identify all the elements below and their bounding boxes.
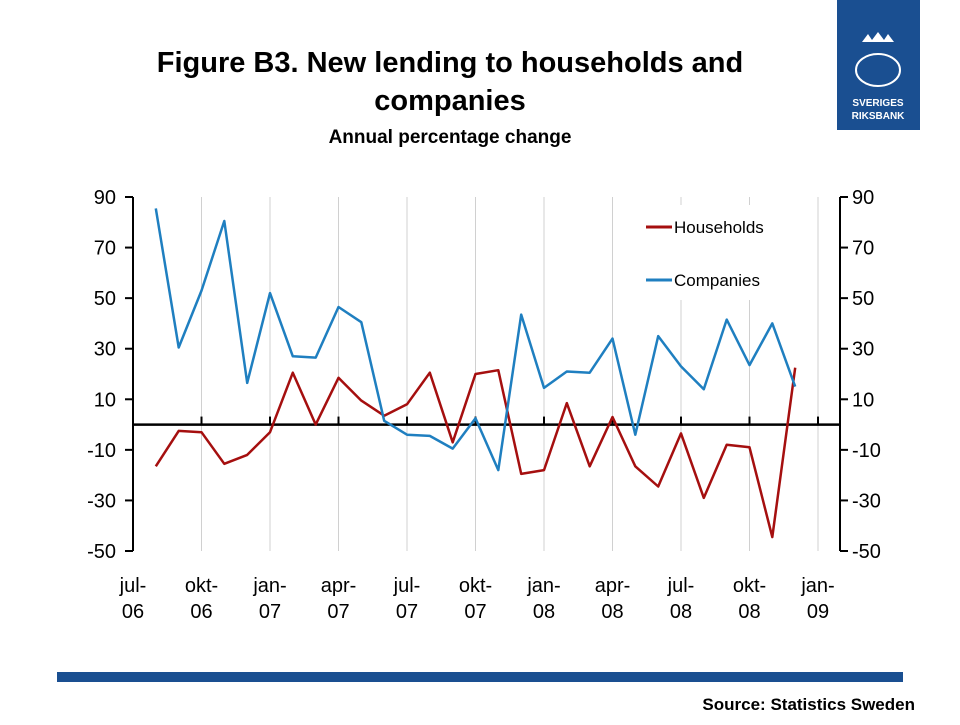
footer-bar bbox=[57, 672, 903, 682]
x-tick-label: jan-07 bbox=[252, 575, 286, 623]
y-tick-label: 10 bbox=[94, 389, 116, 411]
y-tick-label: -30 bbox=[87, 490, 116, 512]
source: Source: Statistics Sweden bbox=[702, 695, 915, 714]
y2-tick-label: 10 bbox=[852, 389, 874, 411]
y2-tick-label: 90 bbox=[852, 187, 874, 209]
chart-subtitle: Annual percentage change bbox=[329, 127, 572, 148]
y2-tick-label: -10 bbox=[852, 440, 881, 462]
x-tick-label: apr-08 bbox=[595, 575, 631, 623]
x-tick-label: jan-09 bbox=[800, 575, 834, 623]
legend-label: Households bbox=[674, 218, 764, 237]
y-tick-label: -10 bbox=[87, 440, 116, 462]
y-tick-label: -50 bbox=[87, 541, 116, 563]
x-tick-label: jul-06 bbox=[119, 575, 147, 623]
y2-tick-label: -30 bbox=[852, 490, 881, 512]
logo-text: RIKSBANK bbox=[852, 111, 906, 122]
y-tick-label: 90 bbox=[94, 187, 116, 209]
x-tick-label: apr-07 bbox=[321, 575, 357, 623]
x-tick-label: okt-08 bbox=[733, 575, 766, 623]
series-line bbox=[154, 208, 797, 472]
chart-title: Figure B3. New lending to households and… bbox=[157, 47, 743, 117]
y2-tick-label: -50 bbox=[852, 541, 881, 563]
x-tick-label: okt-07 bbox=[459, 575, 492, 623]
legend-box bbox=[640, 205, 788, 300]
logo-text: SVERIGES bbox=[852, 98, 903, 109]
y-tick-label: 30 bbox=[94, 339, 116, 361]
logo-emblem bbox=[855, 53, 901, 87]
y2-tick-label: 70 bbox=[852, 238, 874, 260]
x-tick-label: jul-07 bbox=[393, 575, 421, 623]
y2-tick-label: 50 bbox=[852, 288, 874, 310]
logo-crown bbox=[862, 32, 894, 42]
y-tick-label: 50 bbox=[94, 288, 116, 310]
x-tick-label: jan-08 bbox=[526, 575, 560, 623]
legend-label: Companies bbox=[674, 271, 760, 290]
logo-box bbox=[837, 0, 920, 130]
series-line bbox=[154, 367, 797, 539]
x-tick-label: jul-08 bbox=[667, 575, 695, 623]
y-tick-label: 70 bbox=[94, 238, 116, 260]
y2-tick-label: 30 bbox=[852, 339, 874, 361]
x-tick-label: okt-06 bbox=[185, 575, 218, 623]
